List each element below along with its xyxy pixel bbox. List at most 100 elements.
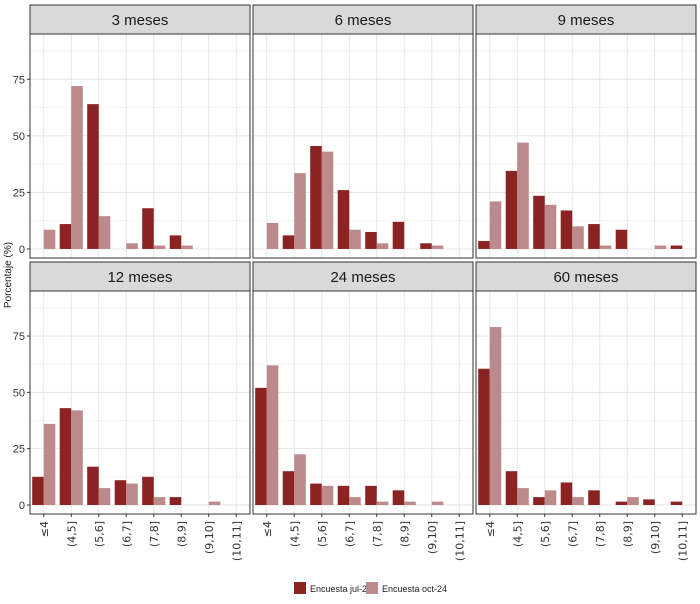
x-tick-label: (10,11] xyxy=(230,521,243,561)
bar-jul-24-6-meses-2 xyxy=(310,146,322,249)
x-tick-label: (7,8] xyxy=(371,521,384,547)
legend: Encuesta jul-24 Encuesta oct-24 xyxy=(294,582,447,594)
bar-oct-24-24-meses-4 xyxy=(376,501,389,505)
bar-oct-24-9-meses-6 xyxy=(654,245,667,249)
bar-jul-24-12-meses-2 xyxy=(87,466,99,505)
panel-border xyxy=(252,33,474,259)
bar-jul-24-12-meses-5 xyxy=(169,497,182,505)
bar-jul-24-9-meses-4 xyxy=(588,224,600,249)
facet-strip xyxy=(475,4,697,35)
bar-oct-24-6-meses-1 xyxy=(294,173,306,249)
x-tick-label: (8,9] xyxy=(398,521,411,547)
x-tick-label: (7,8] xyxy=(594,521,607,547)
panel-border xyxy=(29,290,251,515)
x-tick-label: (4,5] xyxy=(511,521,524,547)
bar-oct-24-60-meses-5 xyxy=(627,497,639,505)
bar-oct-24-60-meses-0 xyxy=(489,327,502,505)
bar-oct-24-3-meses-5 xyxy=(181,245,193,249)
bar-jul-24-60-meses-0 xyxy=(478,368,490,505)
x-tick-label: (9,10] xyxy=(649,521,662,554)
x-tick-label: ≤4 xyxy=(38,521,51,537)
bar-jul-24-9-meses-0 xyxy=(478,241,490,249)
x-tick-label: (5,6] xyxy=(316,521,329,547)
x-tick-label: (4,5] xyxy=(288,521,301,547)
plot-area xyxy=(253,34,473,258)
facet-title: 6 meses xyxy=(335,12,392,29)
bar-oct-24-6-meses-4 xyxy=(376,243,389,249)
bar-oct-24-60-meses-2 xyxy=(544,490,557,505)
bar-jul-24-6-meses-6 xyxy=(420,243,432,249)
bar-oct-24-6-meses-3 xyxy=(349,229,361,249)
bar-jul-24-60-meses-2 xyxy=(533,497,545,505)
bar-jul-24-9-meses-7 xyxy=(670,245,683,249)
bar-jul-24-3-meses-2 xyxy=(87,104,99,249)
bar-jul-24-3-meses-5 xyxy=(169,235,182,249)
bar-jul-24-24-meses-2 xyxy=(310,483,322,505)
y-tick-label: 75 xyxy=(13,74,25,86)
bar-jul-24-60-meses-1 xyxy=(505,471,518,505)
panel-border xyxy=(475,33,697,259)
bar-oct-24-9-meses-4 xyxy=(599,245,612,249)
bar-jul-24-60-meses-5 xyxy=(615,501,628,505)
bar-jul-24-24-meses-4 xyxy=(365,485,377,505)
y-tick-label: 75 xyxy=(13,331,25,343)
x-tick-label: (5,6] xyxy=(93,521,106,547)
bar-oct-24-24-meses-3 xyxy=(349,497,361,505)
bar-jul-24-24-meses-0 xyxy=(255,387,267,505)
x-tick-label: (7,8] xyxy=(148,521,161,547)
facet-title: 12 meses xyxy=(107,269,172,286)
facet-panel-12-meses: 12 meses 0 25 50 75 ≤4 (4,5] (5,6] (6,7] (7,8] (8,… xyxy=(13,261,251,561)
bar-oct-24-12-meses-3 xyxy=(126,483,138,505)
bar-jul-24-24-meses-5 xyxy=(392,490,405,505)
x-tick-label: (9,10] xyxy=(203,521,216,554)
bar-oct-24-6-meses-0 xyxy=(266,222,279,249)
bar-oct-24-6-meses-2 xyxy=(321,151,334,249)
legend-swatch-jul-24 xyxy=(294,582,306,594)
bar-oct-24-24-meses-0 xyxy=(266,365,279,505)
bar-jul-24-9-meses-3 xyxy=(560,210,573,249)
bar-oct-24-60-meses-3 xyxy=(572,497,584,505)
bar-oct-24-3-meses-2 xyxy=(98,216,111,249)
bar-jul-24-60-meses-4 xyxy=(588,490,600,505)
bar-oct-24-6-meses-6 xyxy=(431,245,444,249)
facet-strip xyxy=(252,261,474,292)
bar-oct-24-12-meses-2 xyxy=(98,488,111,505)
facet-strip xyxy=(29,261,251,292)
bar-oct-24-24-meses-1 xyxy=(294,454,306,505)
facet-panel-9-meses: 9 meses xyxy=(475,4,697,259)
x-tick-label: (5,6] xyxy=(539,521,552,547)
y-tick-label: 0 xyxy=(19,244,25,256)
x-tick-label: (9,10] xyxy=(426,521,439,554)
facet-title: 3 meses xyxy=(112,12,169,29)
bar-oct-24-3-meses-1 xyxy=(71,86,83,249)
y-tick-label: 50 xyxy=(13,131,25,143)
bar-oct-24-60-meses-1 xyxy=(517,488,529,505)
bar-oct-24-9-meses-2 xyxy=(544,204,557,249)
bar-jul-24-60-meses-6 xyxy=(643,499,655,505)
bar-oct-24-3-meses-0 xyxy=(43,229,56,249)
facet-strip xyxy=(29,4,251,35)
facet-title: 9 meses xyxy=(558,12,615,29)
y-tick-label: 25 xyxy=(13,444,25,456)
x-tick-label: ≤4 xyxy=(484,521,497,537)
facet-panel-24-meses: 24 meses ≤4 (4,5] (5,6] (6,7] (7,8] (8,9] (9,10… xyxy=(252,261,474,561)
y-axis-title: Porcentaje (%) xyxy=(3,242,14,308)
x-tick-label: (6,7] xyxy=(120,521,133,547)
bar-jul-24-3-meses-1 xyxy=(59,224,72,249)
bar-jul-24-9-meses-1 xyxy=(505,170,518,249)
bar-jul-24-6-meses-3 xyxy=(337,190,350,249)
bar-oct-24-12-meses-1 xyxy=(71,410,83,505)
bar-jul-24-24-meses-1 xyxy=(282,471,295,505)
x-tick-label: (10,11] xyxy=(453,521,466,561)
y-tick-label: 50 xyxy=(13,387,25,399)
x-tick-label: (6,7] xyxy=(566,521,579,547)
x-tick-label: (8,9] xyxy=(175,521,188,547)
x-tick-label: (6,7] xyxy=(343,521,356,547)
legend-label-jul-24: Encuesta jul-24 xyxy=(310,584,372,594)
x-tick-label: (10,11] xyxy=(676,521,689,561)
bar-oct-24-3-meses-4 xyxy=(153,245,166,249)
facet-panel-3-meses: 3 meses 0 25 50 75 xyxy=(13,4,251,259)
facet-panel-60-meses: 60 meses ≤4 (4,5] (5,6] (6,7] (7,8] (8,9] (9,10… xyxy=(475,261,697,561)
x-tick-label: ≤4 xyxy=(261,521,274,537)
bar-jul-24-12-meses-1 xyxy=(59,408,72,505)
